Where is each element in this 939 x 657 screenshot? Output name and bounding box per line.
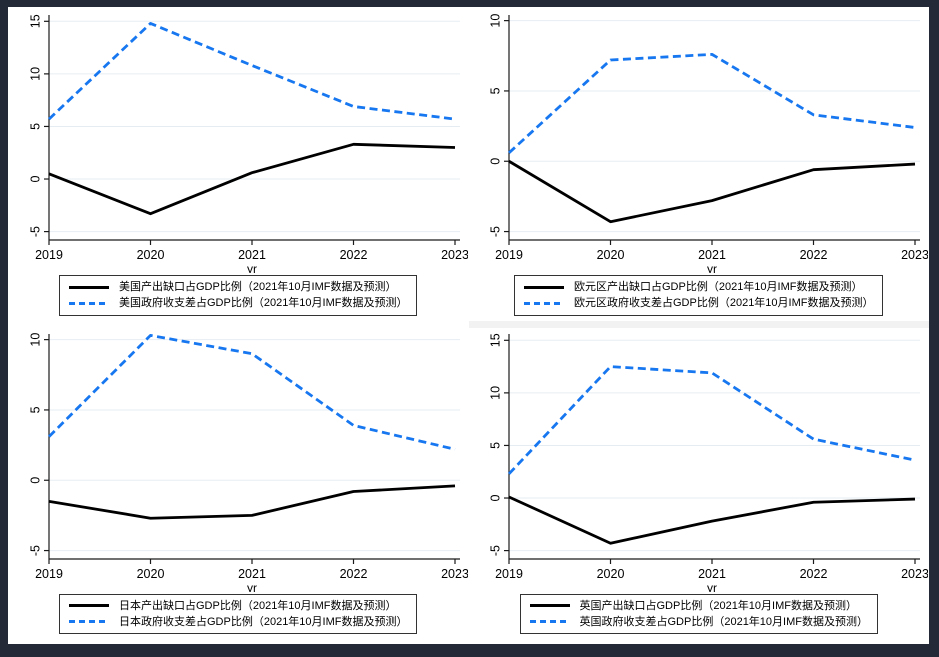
svg-text:2020: 2020 [597,567,625,581]
svg-text:0: 0 [489,158,503,165]
svg-text:-5: -5 [28,544,42,555]
legend-label: 英国政府收支差占GDP比例（2021年10月IMF数据及预测） [579,615,868,628]
svg-text:5: 5 [489,441,503,448]
solid-line-swatch [529,604,570,608]
svg-text:2022: 2022 [339,248,367,262]
svg-text:yr: yr [707,581,717,592]
us-chart-panel: -5 0 5 10 15 2019 2020 2021 2022 2023 yr 美国产出缺口占GD… [8,7,469,326]
svg-text:15: 15 [28,14,42,28]
japan-line-chart: -5 0 5 10 2019 2020 2021 2022 2023 yr [28,332,468,592]
svg-text:10: 10 [28,67,42,81]
svg-text:2022: 2022 [800,567,828,581]
svg-text:5: 5 [489,87,503,94]
svg-text:2023: 2023 [441,567,468,581]
svg-text:2021: 2021 [698,567,726,581]
svg-text:2021: 2021 [238,567,266,581]
us-line-chart: -5 0 5 10 15 2019 2020 2021 2022 2023 yr [28,14,468,273]
svg-text:2023: 2023 [901,567,928,581]
dashed-line-swatch [529,620,570,624]
legend-row-output-gap: 欧元区产出缺口占GDP比例（2021年10月IMF数据及预测） [524,280,873,294]
svg-text:yr: yr [247,581,257,592]
legend-row-output-gap: 美国产出缺口占GDP比例（2021年10月IMF数据及预测） [69,280,407,294]
svg-text:2019: 2019 [495,248,523,262]
svg-text:15: 15 [489,333,503,347]
svg-text:2023: 2023 [441,248,468,262]
svg-text:5: 5 [28,123,42,130]
dashed-line-swatch [69,301,109,305]
svg-text:yr: yr [707,262,717,273]
legend-row-fiscal-balance: 欧元区政府收支差占GDP比例（2021年10月IMF数据及预测） [524,296,873,310]
eurozone-line-chart: -5 0 5 10 2019 2020 2021 2022 2023 yr [489,14,929,273]
svg-text:0: 0 [28,476,42,483]
solid-line-swatch [69,604,109,608]
legend-row-output-gap: 日本产出缺口占GDP比例（2021年10月IMF数据及预测） [69,599,407,613]
dashed-line-swatch [524,301,564,305]
svg-text:0: 0 [28,175,42,182]
japan-legend: 日本产出缺口占GDP比例（2021年10月IMF数据及预测） 日本政府收支差占G… [59,593,418,635]
legend-label: 美国政府收支差占GDP比例（2021年10月IMF数据及预测） [119,297,408,310]
charts-grid: -5 0 5 10 15 2019 2020 2021 2022 2023 yr 美国产出缺口占GD… [8,7,929,644]
svg-text:2020: 2020 [136,567,164,581]
svg-text:2023: 2023 [901,248,928,262]
legend-label: 日本政府收支差占GDP比例（2021年10月IMF数据及预测） [119,615,408,628]
svg-text:10: 10 [489,14,503,28]
legend-label: 欧元区政府收支差占GDP比例（2021年10月IMF数据及预测） [574,297,874,310]
svg-text:2021: 2021 [698,248,726,262]
solid-line-swatch [524,285,564,289]
solid-line-swatch [69,285,109,289]
eurozone-chart-panel: -5 0 5 10 2019 2020 2021 2022 2023 yr 欧元区产出缺口占GDP… [469,7,930,326]
legend-label: 日本产出缺口占GDP比例（2021年10月IMF数据及预测） [119,599,397,612]
svg-text:2019: 2019 [35,567,63,581]
legend-label: 欧元区产出缺口占GDP比例（2021年10月IMF数据及预测） [574,281,863,293]
svg-text:2022: 2022 [339,567,367,581]
svg-text:5: 5 [28,406,42,413]
legend-row-fiscal-balance: 日本政府收支差占GDP比例（2021年10月IMF数据及预测） [69,615,407,629]
dashed-line-swatch [69,620,109,624]
svg-text:-5: -5 [28,226,42,237]
svg-text:2020: 2020 [136,248,164,262]
japan-chart-panel: -5 0 5 10 2019 2020 2021 2022 2023 yr 日本产出缺口占GDP比… [8,326,469,645]
legend-label: 美国产出缺口占GDP比例（2021年10月IMF数据及预测） [119,281,397,293]
uk-line-chart: -5 0 5 10 15 2019 2020 2021 2022 2023 yr [489,333,929,592]
svg-text:10: 10 [28,332,42,346]
legend-label: 英国产出缺口占GDP比例（2021年10月IMF数据及预测） [579,599,857,612]
legend-row-fiscal-balance: 英国政府收支差占GDP比例（2021年10月IMF数据及预测） [529,615,868,629]
svg-text:-5: -5 [489,544,503,555]
svg-text:yr: yr [247,262,257,273]
legend-row-output-gap: 英国产出缺口占GDP比例（2021年10月IMF数据及预测） [529,599,868,613]
uk-chart-panel: -5 0 5 10 15 2019 2020 2021 2022 2023 yr 英国产出缺口占GD… [469,326,930,645]
uk-legend: 英国产出缺口占GDP比例（2021年10月IMF数据及预测） 英国政府收支差占G… [519,593,878,635]
eurozone-legend: 欧元区产出缺口占GDP比例（2021年10月IMF数据及预测） 欧元区政府收支差… [514,275,884,316]
svg-text:2021: 2021 [238,248,266,262]
svg-text:2019: 2019 [495,567,523,581]
svg-text:2020: 2020 [597,248,625,262]
svg-text:-5: -5 [489,226,503,237]
legend-row-fiscal-balance: 美国政府收支差占GDP比例（2021年10月IMF数据及预测） [69,296,407,310]
svg-text:10: 10 [489,385,503,399]
svg-text:2019: 2019 [35,248,63,262]
us-legend: 美国产出缺口占GDP比例（2021年10月IMF数据及预测） 美国政府收支差占G… [59,275,418,316]
svg-text:2022: 2022 [800,248,828,262]
svg-text:0: 0 [489,494,503,501]
